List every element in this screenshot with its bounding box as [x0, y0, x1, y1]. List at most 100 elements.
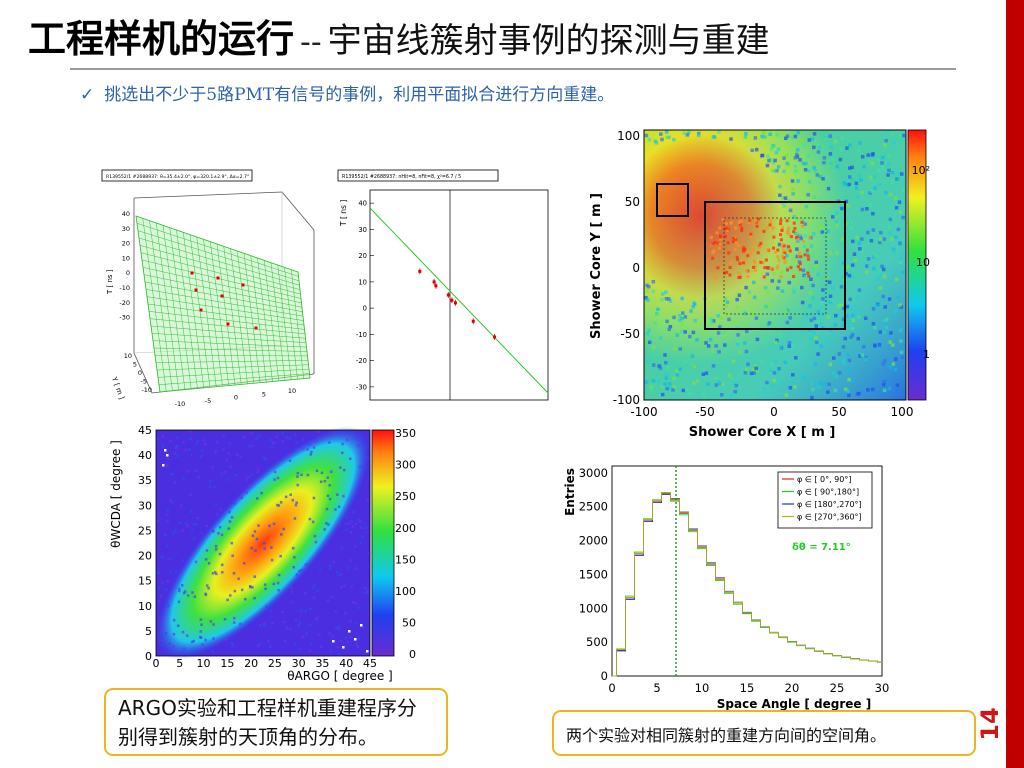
z-tick-label: -10	[119, 284, 130, 292]
zen-x-tick-label: 30	[292, 657, 306, 670]
zen-x-tick-label: 20	[244, 657, 258, 670]
z-tick-label: 0	[126, 269, 130, 277]
fit-plane	[135, 215, 311, 393]
x-tick-label: -5	[205, 397, 211, 405]
correlation-band	[155, 426, 371, 660]
core-colorbar	[907, 129, 927, 401]
x-tick-label: 0	[234, 394, 238, 402]
fit-marker	[493, 335, 497, 339]
sa-y-tick-label: 0	[601, 669, 608, 683]
legend-label: φ ∈ [270°,360°]	[797, 513, 862, 522]
sa-x-tick-label: 10	[695, 681, 710, 695]
fit-marker	[450, 298, 454, 302]
z-axis-label: T [ ns ]	[106, 269, 114, 295]
fit-hit-markers	[418, 268, 497, 340]
plane-fit-title: R139552/1 #2688937: θ=35.4±2.0°, φ=320.1…	[106, 174, 249, 180]
sa-x-tick-labels: 0 5 10 15 20 25 30	[608, 681, 889, 695]
zen-y-tick-label: 35	[138, 474, 152, 487]
fit-marker	[434, 284, 438, 288]
sa-y-tick-label: 1500	[579, 567, 608, 581]
hit-markers	[190, 271, 258, 330]
fit-y-tick-label: -20	[356, 357, 367, 365]
x-tick-label: 10	[288, 387, 296, 395]
zen-x-tick-label: 25	[268, 657, 282, 670]
hit-marker	[216, 276, 220, 280]
fit-y-tick-label: -30	[356, 383, 367, 391]
bullet-point: ✓ 挑选出不少于5路PMT有信号的事例，利用平面拟合进行方向重建。	[80, 80, 614, 105]
core-x-tick-label: -100	[630, 405, 657, 419]
zen-colorbar-tick: 50	[402, 617, 416, 630]
hit-marker	[241, 283, 245, 287]
caption-left: ARGO实验和工程样机重建程序分别得到簇射的天顶角的分布。	[104, 688, 448, 756]
zen-x-tick-label: 15	[220, 657, 234, 670]
core-noise-texture	[644, 130, 906, 400]
x-tick-label: 5	[262, 390, 266, 398]
core-x-tick-label: 50	[831, 405, 846, 419]
zenith-y-tick-labels: 45 40 35 30 25 20 15 10 5 0	[138, 424, 152, 663]
core-colorbar-tick: 10²	[912, 164, 930, 177]
title-subtitle: 宇宙线簇射事例的探测与重建	[327, 21, 770, 61]
time-fit-plot: R139552/1 #2688937: nHit=8, nFit=8, χ²=6…	[334, 168, 552, 404]
zen-x-tick-label: 0	[153, 657, 160, 670]
fit-marker	[418, 269, 422, 273]
zenith-x-tick-labels: 0 5 10 15 20 25 30 35 40 45	[153, 657, 378, 670]
bullet-text: 挑选出不少于5路PMT有信号的事例，利用平面拟合进行方向重建。	[104, 85, 615, 105]
x-tick-label: -10	[175, 400, 186, 408]
core-x-tick-label: 0	[770, 405, 778, 419]
plane-fit-3d-plot: R139552/1 #2688937: θ=35.4±2.0°, φ=320.1…	[98, 168, 320, 414]
y-tick-label: 0	[138, 369, 142, 377]
sa-x-tick-label: 15	[740, 681, 755, 695]
core-x-tick-label: -50	[695, 405, 715, 419]
zenith-colorbar	[371, 429, 395, 657]
z-tick-label: 30	[122, 225, 130, 233]
sa-y-tick-label: 500	[586, 635, 608, 649]
hit-marker	[199, 308, 203, 312]
core-y-tick-label: 0	[632, 261, 640, 275]
zen-x-tick-label: 10	[197, 657, 211, 670]
z-tick-label: -20	[119, 299, 130, 307]
fit-marker	[446, 293, 450, 297]
sa-y-tick-label: 1000	[579, 601, 608, 615]
z-tick-label: 40	[122, 210, 130, 218]
fit-y-tick-label: 10	[358, 278, 367, 286]
zenith-noise-texture	[156, 430, 371, 656]
sa-x-tick-label: 25	[830, 681, 845, 695]
slide-title: 工程样机的运行 -- 宇宙线簇射事例的探测与重建	[28, 8, 958, 64]
zen-y-tick-label: 25	[138, 524, 152, 537]
check-icon: ✓	[80, 85, 95, 105]
title-divider	[70, 68, 956, 70]
core-y-tick-label: 100	[617, 129, 640, 143]
zen-y-tick-label: 10	[138, 600, 152, 613]
core-colorbar-tick: 10	[916, 256, 930, 269]
core-y-tick-label: -100	[613, 393, 640, 407]
sa-x-tick-label: 30	[875, 681, 890, 695]
zen-x-tick-label: 40	[339, 657, 353, 670]
hit-marker	[194, 288, 198, 292]
fit-y-axis-label: T [ ns ]	[339, 200, 348, 227]
z-tick-label: -30	[119, 314, 130, 322]
sa-annotation: δθ = 7.11°	[792, 542, 851, 553]
z-tick-labels: 40 30 20 10 0 -10 -20 -30	[119, 210, 130, 322]
zen-colorbar-tick: 0	[409, 648, 416, 661]
fit-y-tick-label: 0	[363, 305, 367, 313]
sa-y-tick-labels: 3000 2500 2000 1500 1000 500 0	[579, 466, 608, 683]
zen-colorbar-tick: 250	[395, 490, 416, 503]
zen-y-tick-label: 0	[145, 650, 152, 663]
sa-y-axis-label: Entries	[563, 468, 577, 516]
y-tick-label: -10	[141, 386, 152, 394]
core-colorbar-ticks: 10² 10 1	[912, 164, 930, 361]
legend-label: φ ∈ [ 90°,180°]	[797, 488, 859, 497]
time-fit-title: R139552/1 #2688937: nHit=8, nFit=8, χ²=6…	[342, 174, 461, 180]
zenith-colorbar-ticks: 350 300 250 200 150 100 50 0	[395, 427, 416, 661]
zenith-y-axis-label: θWCDA [ degree ]	[109, 440, 123, 548]
accent-bar	[1006, 0, 1024, 768]
core-y-tick-label: -50	[620, 327, 640, 341]
shower-core-heatmap: 10² 10 1 -100 -50 0 50 100 100 50 0 -50 -100 Showe…	[584, 122, 930, 448]
title-separator: --	[300, 25, 322, 60]
fit-marker	[432, 280, 436, 284]
near-detector-box	[656, 183, 689, 217]
zen-x-tick-label: 35	[315, 657, 329, 670]
space-angle-series	[612, 491, 882, 677]
y-tick-label: 5	[133, 361, 137, 369]
